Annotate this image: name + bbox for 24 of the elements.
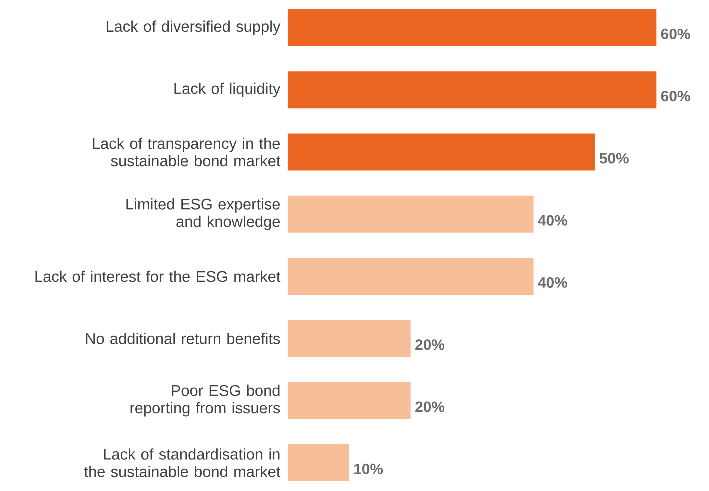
data-label: 40% — [538, 277, 568, 288]
bar — [288, 320, 411, 358]
y-tick-label: Lack of liquidity — [174, 82, 281, 98]
data-label: 20% — [416, 402, 445, 412]
data-label: 40% — [538, 215, 568, 226]
data-label: 20% — [416, 340, 445, 350]
y-tick-label: Limited ESG expertise and knowledge — [126, 198, 280, 230]
y-tick-label: Lack of standardisation in the sustainable bond market — [84, 448, 281, 478]
bar — [288, 134, 596, 171]
data-label: 60% — [661, 91, 690, 102]
bar — [288, 444, 350, 482]
bar — [288, 72, 657, 109]
data-label: 50% — [600, 153, 629, 164]
y-tick-label: Lack of transparency in the sustainable bond market — [93, 138, 281, 167]
data-label: 10% — [354, 464, 384, 474]
y-tick-label: Poor ESG bond reporting from issuers — [130, 384, 280, 417]
bar — [288, 258, 534, 296]
y-tick-label: No additional return benefits — [86, 333, 280, 344]
bar — [288, 196, 534, 233]
y-tick-label: Lack of diversified supply — [106, 20, 281, 36]
data-label: 60% — [661, 28, 690, 40]
bar — [288, 382, 411, 420]
bar — [288, 10, 657, 46]
y-tick-label: Lack of interest for the ESG market — [36, 270, 281, 282]
